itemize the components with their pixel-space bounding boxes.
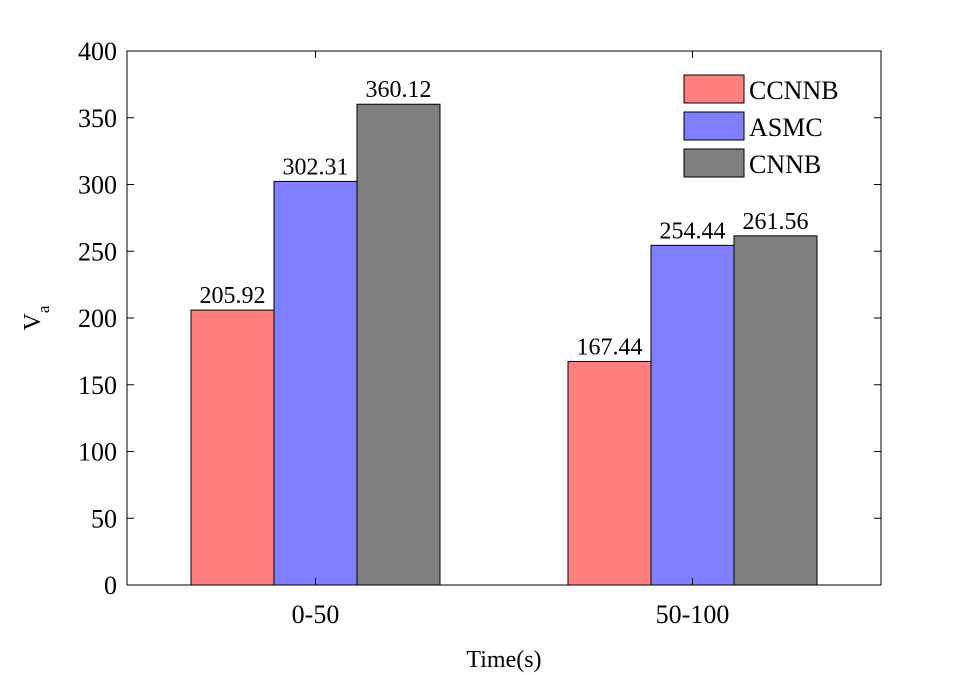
x-tick-label: 0-50 — [292, 600, 340, 629]
bar-ccnnb — [190, 309, 275, 586]
legend-swatch-cnnb — [683, 148, 745, 178]
y-tick-label: 50 — [91, 504, 117, 533]
bar-value-label: 261.56 — [743, 209, 809, 235]
value-labels-layer: 205.92 302.31 360.12 167.44 254.44 261.56 — [200, 77, 809, 360]
y-axis: 0 50 100 150 200 250 300 350 400 — [78, 37, 881, 600]
x-axis: 0-50 50-100 — [292, 51, 730, 629]
y-tick-label: 200 — [78, 304, 117, 333]
x-tick-label: 50-100 — [656, 600, 730, 629]
legend-label: ASMC — [749, 113, 823, 142]
y-tick-label: 100 — [78, 438, 117, 467]
y-tick-label: 400 — [78, 37, 117, 66]
bars-layer — [190, 103, 818, 586]
y-axis-label-main: V — [20, 312, 46, 330]
legend-label: CNNB — [749, 150, 821, 179]
legend-label: CCNNB — [749, 76, 839, 105]
y-tick-label: 0 — [104, 571, 117, 600]
bar-value-label: 205.92 — [200, 283, 266, 309]
y-tick-label: 350 — [78, 104, 117, 133]
y-tick-label: 300 — [78, 171, 117, 200]
bar-cnnb — [356, 103, 441, 586]
bar-asmc — [650, 244, 735, 586]
legend-swatch-asmc — [683, 111, 745, 141]
bar-value-label: 360.12 — [366, 77, 432, 103]
legend: CCNNB ASMC CNNB — [683, 74, 839, 179]
y-tick-label: 150 — [78, 371, 117, 400]
x-axis-label: Time(s) — [466, 647, 541, 673]
bar-value-label: 302.31 — [283, 154, 349, 180]
bar-value-label: 254.44 — [660, 218, 726, 244]
bar-asmc — [273, 180, 358, 586]
y-tick-label: 250 — [78, 237, 117, 266]
legend-swatch-ccnnb — [683, 74, 745, 104]
y-axis-label-subscript: a — [34, 305, 53, 313]
bar-cnnb — [733, 235, 818, 586]
y-axis-label: Va — [20, 305, 53, 330]
bar-ccnnb — [567, 360, 652, 586]
bar-value-label: 167.44 — [577, 334, 643, 360]
